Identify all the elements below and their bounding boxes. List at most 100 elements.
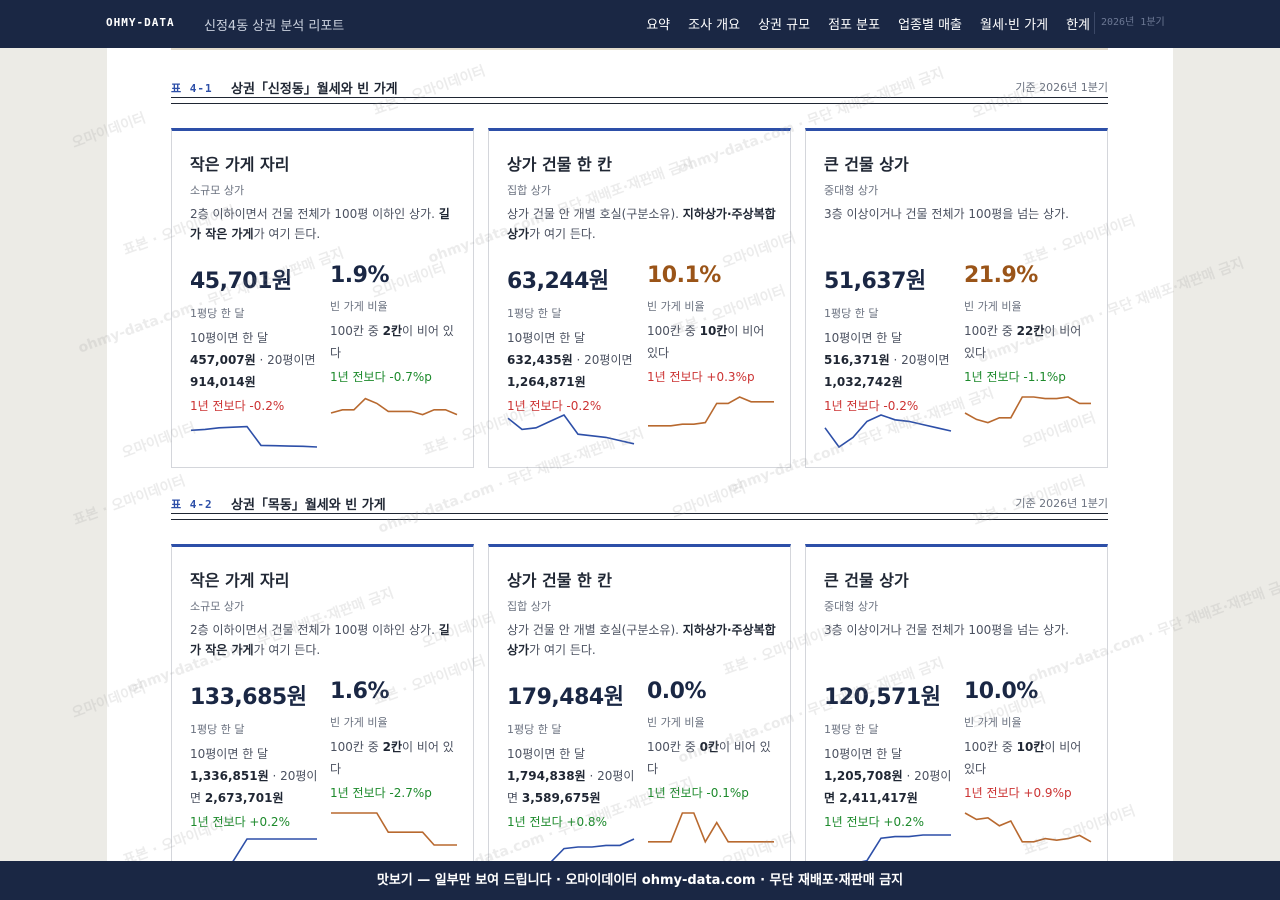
vacancy-delta: 1년 전보다 +0.9%p — [964, 786, 1072, 800]
nav-item-sales[interactable]: 업종별 매출 — [898, 18, 962, 33]
stat-card: 작은 가게 자리 소규모 상가 2층 이하이면서 건물 전체가 100평 이하인… — [171, 544, 474, 861]
table-section: 표 4-1 상권「신정동」월세와 빈 가게 기준 2026년 1분기 작은 가게… — [171, 78, 1108, 468]
vacancy-pre: 100칸 중 — [330, 324, 383, 338]
rent-sparkline — [824, 414, 952, 449]
vacancy-count: 10칸 — [1016, 740, 1045, 754]
vacancy-label: 빈 가게 비율 — [647, 300, 705, 313]
desc-text: 2층 이하이면서 건물 전체가 100평 이하인 상가. — [190, 207, 439, 221]
vacancy-sparkline — [648, 812, 774, 844]
rent-20-label: · 20평이면 — [190, 769, 318, 805]
desc-text: 상가 건물 안 개별 호실(구분소유). — [507, 207, 683, 221]
desc-bold: 지하상가·주상복합 상가 — [507, 207, 776, 241]
vacancy-delta: 1년 전보다 -2.7%p — [330, 786, 432, 800]
rent-value: 63,244원 — [507, 269, 609, 294]
card-subtitle: 집합 상가 — [507, 184, 551, 197]
rent-value: 45,701원 — [190, 269, 292, 294]
sparkline-path — [648, 812, 774, 844]
rent-label: 1평당 한 달 — [190, 723, 245, 736]
vacancy-value: 21.9% — [964, 263, 1038, 288]
rent-label: 1평당 한 달 — [507, 723, 562, 736]
rent-delta: 1년 전보다 +0.8% — [507, 815, 607, 829]
rent-10-value: 1,336,851원 — [190, 769, 269, 783]
sparkline-path — [964, 396, 1091, 424]
rent-value: 120,571원 — [824, 685, 941, 710]
rent-20-value: 면 2,411,417원 — [824, 791, 918, 805]
nav-item-rent-vacancy[interactable]: 월세·빈 가게 — [980, 18, 1049, 33]
rent-delta: 1년 전보다 -0.2% — [190, 399, 285, 413]
divider — [171, 103, 1108, 104]
report-date: 2026년 1분기 — [1094, 12, 1180, 34]
rent-sparkline — [507, 414, 635, 445]
card-title: 상가 건물 한 칸 — [507, 155, 613, 174]
desc-text: 가 여기 든다. — [253, 227, 321, 241]
vacancy-detail: 100칸 중 2칸이 비어 있다 — [330, 320, 460, 364]
rent-sparkline — [190, 425, 318, 448]
vacancy-label: 빈 가게 비율 — [964, 300, 1022, 313]
rent-detail: 10평이면 한 달 1,205,708원 · 20평이 면 2,411,417원 — [824, 743, 959, 809]
rent-label: 1평당 한 달 — [824, 723, 879, 736]
vacancy-sparkline — [964, 812, 1092, 843]
rent-10-value: 457,007원 — [190, 353, 256, 367]
vacancy-post: 이 비어 있다 — [964, 740, 1082, 776]
nav-item-overview[interactable]: 조사 개요 — [688, 18, 741, 33]
vacancy-count: 0칸 — [699, 740, 720, 754]
sparkline-path — [648, 396, 774, 427]
vacancy-value: 10.0% — [964, 679, 1038, 704]
card-subtitle: 집합 상가 — [507, 600, 551, 613]
rent-20-label: · 20평이면 — [507, 769, 635, 805]
card-description: 상가 건물 안 개별 호실(구분소유). 지하상가·주상복합 상가가 여기 든다… — [507, 204, 777, 244]
sparkline-path — [231, 838, 317, 861]
rent-10-value: 632,435원 — [507, 353, 573, 367]
rent-20-value: 1,264,871원 — [507, 375, 586, 389]
vacancy-detail: 100칸 중 10칸이 비어 있다 — [964, 736, 1094, 780]
rent-10-label: 10평이면 한 달 — [507, 747, 586, 761]
vacancy-block: 10.1% 빈 가게 비율 100칸 중 10칸이 비어 있다 1년 전보다 +… — [647, 263, 777, 385]
desc-text: 가 여기 든다. — [253, 643, 321, 657]
sparkline-path — [861, 834, 951, 861]
vacancy-delta: 1년 전보다 -1.1%p — [964, 370, 1066, 384]
rent-10-value: 1,794,838원 — [507, 769, 586, 783]
rent-20-label: · 20평이면 — [893, 353, 950, 367]
sparkline-path — [964, 812, 1092, 843]
vacancy-value: 10.1% — [647, 263, 721, 288]
vacancy-label: 빈 가게 비율 — [330, 300, 388, 313]
nav-item-distribution[interactable]: 점포 분포 — [828, 18, 881, 33]
vacancy-label: 빈 가게 비율 — [964, 716, 1022, 729]
brand-logo[interactable]: OHMY-DATA — [106, 16, 175, 29]
card-description: 3층 이상이거나 건물 전체가 100평을 넘는 상가. — [824, 204, 1094, 224]
table-number: 표 4-2 — [171, 498, 213, 511]
vacancy-detail: 100칸 중 22칸이 비어 있다 — [964, 320, 1094, 364]
rent-block: 51,637원 1평당 한 달 10평이면 한 달 516,371원 · 20평이… — [824, 263, 959, 414]
rent-block: 133,685원 1평당 한 달 10평이면 한 달 1,336,851원 · 2… — [190, 679, 325, 830]
divider — [171, 48, 1108, 50]
vacancy-label: 빈 가게 비율 — [647, 716, 705, 729]
stat-card: 큰 건물 상가 중대형 상가 3층 이상이거나 건물 전체가 100평을 넘는 … — [805, 128, 1108, 468]
table-number: 표 4-1 — [171, 82, 213, 95]
vacancy-block: 1.9% 빈 가게 비율 100칸 중 2칸이 비어 있다 1년 전보다 -0.… — [330, 263, 460, 385]
desc-text: 2층 이하이면서 건물 전체가 100평 이하인 상가. — [190, 623, 439, 637]
section-nav: 요약 조사 개요 상권 규모 점포 분포 업종별 매출 월세·빈 가게 한계 — [646, 14, 1090, 33]
rent-block: 45,701원 1평당 한 달 10평이면 한 달 457,007원 · 20평이… — [190, 263, 325, 414]
section-header: 표 4-2 상권「목동」월세와 빈 가게 기준 2026년 1분기 — [171, 494, 1108, 514]
rent-detail: 10평이면 한 달 1,336,851원 · 20평이면 2,673,701원 — [190, 743, 325, 809]
vacancy-post: 이 비어 있다 — [330, 740, 454, 776]
vacancy-value: 0.0% — [647, 679, 707, 704]
nav-item-limits[interactable]: 한계 — [1066, 18, 1090, 33]
vacancy-sparkline — [964, 396, 1091, 424]
rent-sparkline — [550, 838, 635, 861]
vacancy-count: 2칸 — [382, 740, 403, 754]
vacancy-block: 21.9% 빈 가게 비율 100칸 중 22칸이 비어 있다 1년 전보다 -… — [964, 263, 1094, 385]
vacancy-detail: 100칸 중 10칸이 비어 있다 — [647, 320, 777, 364]
card-description: 3층 이상이거나 건물 전체가 100평을 넘는 상가. — [824, 620, 1094, 640]
vacancy-delta: 1년 전보다 -0.1%p — [647, 786, 749, 800]
sparkline-path — [550, 838, 635, 861]
nav-item-summary[interactable]: 요약 — [646, 18, 671, 33]
rent-detail: 10평이면 한 달 516,371원 · 20평이면 1,032,742원 — [824, 327, 959, 393]
nav-item-scale[interactable]: 상권 규모 — [758, 18, 811, 33]
rent-20-value: 914,014원 — [190, 375, 256, 389]
desc-text: 3층 이상이거나 건물 전체가 100평을 넘는 상가. — [824, 207, 1069, 221]
vacancy-detail: 100칸 중 0칸이 비어 있다 — [647, 736, 777, 780]
rent-detail: 10평이면 한 달 632,435원 · 20평이면 1,264,871원 — [507, 327, 642, 393]
rent-sparkline — [861, 834, 951, 861]
rent-20-label: · 20평이면 — [259, 353, 316, 367]
